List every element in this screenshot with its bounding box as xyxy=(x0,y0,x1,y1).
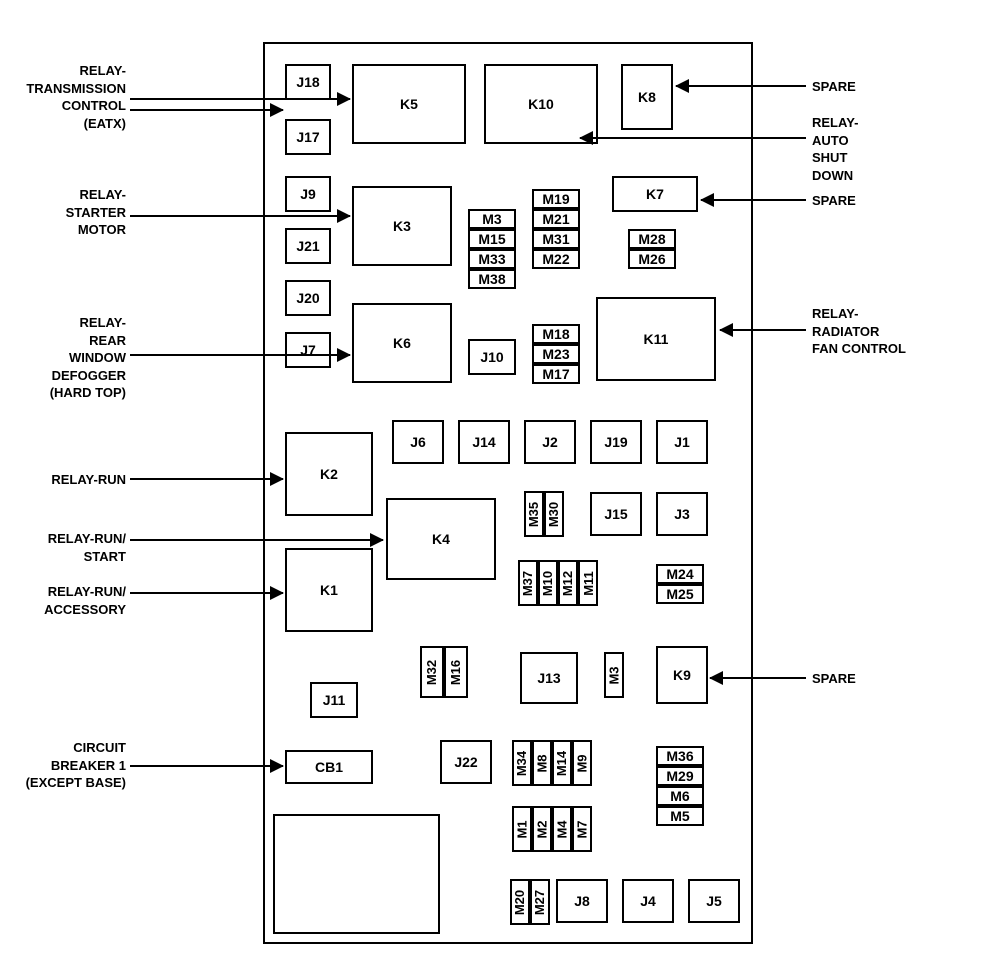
slot-M11: M11 xyxy=(578,560,598,606)
arrow-a_starter xyxy=(130,215,350,217)
slot-M19: M19 xyxy=(532,189,580,209)
slot-K9: K9 xyxy=(656,646,708,704)
slot-M3a: M3 xyxy=(468,209,516,229)
slot-J17: J17 xyxy=(285,119,331,155)
slot-J19: J19 xyxy=(590,420,642,464)
slot-M38: M38 xyxy=(468,269,516,289)
slot-J11: J11 xyxy=(310,682,358,718)
slot-J10: J10 xyxy=(468,339,516,375)
slot-J6: J6 xyxy=(392,420,444,464)
slot-M30: M30 xyxy=(544,491,564,537)
arrow-a_spare3 xyxy=(710,677,806,679)
slot-M37: M37 xyxy=(518,560,538,606)
slot-M10: M10 xyxy=(538,560,558,606)
slot-M14: M14 xyxy=(552,740,572,786)
slot-M12: M12 xyxy=(558,560,578,606)
label-r_spare1: SPARE xyxy=(812,78,962,96)
slot-M17: M17 xyxy=(532,364,580,384)
slot-J7: J7 xyxy=(285,332,331,368)
arrow-a_runacc xyxy=(130,592,283,594)
slot-M5: M5 xyxy=(656,806,704,826)
slot-M15: M15 xyxy=(468,229,516,249)
slot-M36: M36 xyxy=(656,746,704,766)
arrow-a_trans_1 xyxy=(130,109,283,111)
slot-M26: M26 xyxy=(628,249,676,269)
slot-J9: J9 xyxy=(285,176,331,212)
slot-M27: M27 xyxy=(530,879,550,925)
slot-J21: J21 xyxy=(285,228,331,264)
slot-J8: J8 xyxy=(556,879,608,923)
arrow-a_runst xyxy=(130,539,383,541)
label-r_radfan: RELAY- RADIATOR FAN CONTROL xyxy=(812,305,972,358)
slot-K8: K8 xyxy=(621,64,673,130)
slot-M32: M32 xyxy=(420,646,444,698)
slot-M9: M9 xyxy=(572,740,592,786)
slot-J20: J20 xyxy=(285,280,331,316)
label-r_spare3: SPARE xyxy=(812,670,962,688)
slot-M7: M7 xyxy=(572,806,592,852)
label-l_starter: RELAY- STARTER MOTOR xyxy=(50,186,126,239)
slot-J22: J22 xyxy=(440,740,492,784)
slot-M21: M21 xyxy=(532,209,580,229)
label-l_cb: CIRCUIT BREAKER 1 (EXCEPT BASE) xyxy=(12,739,126,792)
fuse-relay-diagram: J18J17K5K10K8J9J21J20K3K7M3M15M33M38M19M… xyxy=(0,0,1003,961)
slot-M25: M25 xyxy=(656,584,704,604)
slot-J2: J2 xyxy=(524,420,576,464)
slot-J3: J3 xyxy=(656,492,708,536)
label-l_runacc: RELAY-RUN/ ACCESSORY xyxy=(34,583,126,618)
arrow-a_defog xyxy=(130,354,350,356)
label-l_runst: RELAY-RUN/ START xyxy=(38,530,126,565)
slot-M3b: M3 xyxy=(604,652,624,698)
slot-J1: J1 xyxy=(656,420,708,464)
label-l_trans: RELAY- TRANSMISSION CONTROL (EATX) xyxy=(12,62,126,132)
slot-K3: K3 xyxy=(352,186,452,266)
label-l_defog: RELAY- REAR WINDOW DEFOGGER (HARD TOP) xyxy=(40,314,126,402)
label-l_run: RELAY-RUN xyxy=(40,471,126,489)
slot-M28: M28 xyxy=(628,229,676,249)
arrow-a_cb xyxy=(130,765,283,767)
blank-area xyxy=(273,814,440,934)
slot-K2: K2 xyxy=(285,432,373,516)
label-r_spare2: SPARE xyxy=(812,192,962,210)
slot-M18: M18 xyxy=(532,324,580,344)
slot-M34: M34 xyxy=(512,740,532,786)
arrow-a_run xyxy=(130,478,283,480)
arrow-a_trans_2 xyxy=(130,98,350,100)
slot-J18: J18 xyxy=(285,64,331,100)
label-r_asd: RELAY- AUTO SHUT DOWN xyxy=(812,114,962,184)
slot-M23: M23 xyxy=(532,344,580,364)
slot-M33: M33 xyxy=(468,249,516,269)
slot-M4: M4 xyxy=(552,806,572,852)
slot-K7: K7 xyxy=(612,176,698,212)
arrow-a_spare1 xyxy=(676,85,806,87)
slot-J15: J15 xyxy=(590,492,642,536)
arrow-a_asd xyxy=(580,137,806,139)
slot-K11: K11 xyxy=(596,297,716,381)
slot-M1: M1 xyxy=(512,806,532,852)
slot-K4: K4 xyxy=(386,498,496,580)
slot-K5: K5 xyxy=(352,64,466,144)
slot-K1: K1 xyxy=(285,548,373,632)
slot-M2: M2 xyxy=(532,806,552,852)
slot-M24: M24 xyxy=(656,564,704,584)
slot-J14: J14 xyxy=(458,420,510,464)
slot-M8: M8 xyxy=(532,740,552,786)
slot-M29: M29 xyxy=(656,766,704,786)
arrow-a_radfan xyxy=(720,329,806,331)
slot-M31: M31 xyxy=(532,229,580,249)
slot-M20: M20 xyxy=(510,879,530,925)
slot-J4: J4 xyxy=(622,879,674,923)
slot-M6: M6 xyxy=(656,786,704,806)
slot-CB1: CB1 xyxy=(285,750,373,784)
slot-J13: J13 xyxy=(520,652,578,704)
slot-J5: J5 xyxy=(688,879,740,923)
slot-M35: M35 xyxy=(524,491,544,537)
arrow-a_spare2 xyxy=(701,199,806,201)
slot-M16: M16 xyxy=(444,646,468,698)
slot-K6: K6 xyxy=(352,303,452,383)
slot-M22: M22 xyxy=(532,249,580,269)
